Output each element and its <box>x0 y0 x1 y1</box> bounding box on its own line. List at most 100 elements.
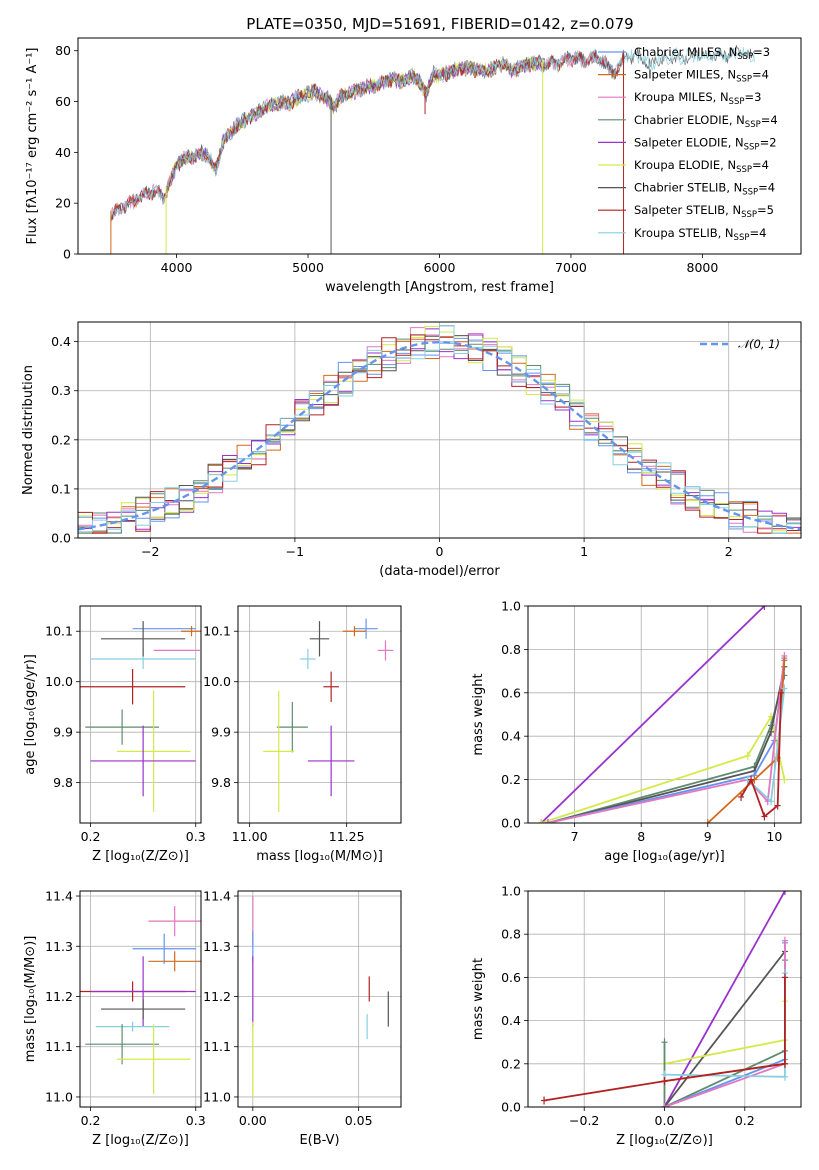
legend-text: Chabrier STELIB, N <box>634 181 742 195</box>
weight-line <box>547 675 786 823</box>
y-tick-label: 11.2 <box>45 989 73 1004</box>
x-tick-label: 10 <box>766 829 782 844</box>
y-axis-label: age [log₁₀(age/yr)] <box>23 654 38 775</box>
panel-weight-vs-age: 7 8 9 10 0.0 0.2 0.4 0.6 0.8 1.0 age [log₁₀(age/yr… <box>471 599 802 864</box>
spectrum-line <box>110 50 624 223</box>
x-tick-label: 0.3 <box>186 829 206 844</box>
plot-area <box>541 891 788 1107</box>
legend-value: =4 <box>752 158 769 172</box>
legend-text: Salpeter STELIB, N <box>634 203 741 217</box>
x-tick-label: 7 <box>571 829 579 844</box>
legend-value: =4 <box>752 68 769 82</box>
y-tick-label: 11.3 <box>203 939 231 954</box>
legend-text: Chabrier ELODIE, N <box>634 113 745 127</box>
x-tick-label: 4000 <box>161 260 193 275</box>
weight-line <box>540 606 766 823</box>
x-tick-label: 11.00 <box>232 829 268 844</box>
y-axis-label: Normed distribution <box>21 365 36 495</box>
axes-frame <box>79 605 202 824</box>
figure-title: PLATE=0350, MJD=51691, FIBERID=0142, z=0… <box>246 15 633 33</box>
weight-line <box>663 891 786 1107</box>
weight-line <box>664 973 786 1078</box>
legend-subscript: SSP <box>736 75 752 85</box>
legend-label: Salpeter ELODIE, NSSP=2 <box>634 135 777 152</box>
y-tick-label: 0.6 <box>501 970 521 985</box>
legend-text: Kroupa MILES, N <box>634 90 729 104</box>
x-axis-label: wavelength [Angstrom, rest frame] <box>325 280 554 295</box>
y-tick-label: 11.0 <box>203 1089 231 1104</box>
panel-weight-vs-Z: −0.2 0.0 0.2 0.0 0.2 0.4 0.6 0.8 1.0 Z [log₁₀(Z/Z… <box>471 884 802 1148</box>
x-tick-label: 6000 <box>424 260 456 275</box>
x-tick-label: 0.2 <box>81 829 101 844</box>
y-tick-label: 80 <box>55 43 71 58</box>
x-tick-label: 2 <box>725 544 733 559</box>
y-tick-label: 9.8 <box>211 775 231 790</box>
normal-curve <box>78 340 801 531</box>
weight-line <box>663 950 786 1107</box>
weight-line <box>541 714 786 823</box>
plot-area <box>252 896 389 1097</box>
x-tick-label: 0.2 <box>81 1113 101 1128</box>
x-tick-label: 0.00 <box>239 1113 267 1128</box>
y-tick-label: 10.1 <box>45 624 73 639</box>
axes-frame <box>237 890 402 1108</box>
legend-value: =3 <box>744 90 761 104</box>
y-tick-label: 11.1 <box>203 1039 231 1054</box>
y-tick-label: 0.4 <box>51 334 71 349</box>
y-tick-label: 11.4 <box>203 889 231 904</box>
legend-label: Kroupa STELIB, NSSP=4 <box>634 226 766 243</box>
y-tick-label: 0.2 <box>51 432 71 447</box>
x-tick-label: −0.2 <box>569 1113 599 1128</box>
y-tick-label: 1.0 <box>501 884 521 899</box>
y-tick-label: 11.3 <box>45 939 73 954</box>
x-axis-label: Z [log₁₀(Z/Z⊙)] <box>92 1133 189 1148</box>
legend-value: =4 <box>758 181 775 195</box>
plot-area <box>538 606 788 823</box>
legend-subscript: SSP <box>744 142 760 152</box>
legend-label: Kroupa MILES, NSSP=3 <box>634 90 761 107</box>
legend-text: Chabrier MILES, N <box>634 45 737 59</box>
x-axis-label: E(B-V) <box>299 1133 339 1148</box>
x-axis-label: Z [log₁₀(Z/Z⊙)] <box>92 849 189 864</box>
x-tick-label: 5000 <box>292 260 324 275</box>
weight-line <box>664 1001 786 1065</box>
y-tick-label: 1.0 <box>501 599 521 614</box>
y-tick-label: 0.1 <box>51 481 71 496</box>
legend-label: 𝒩(0, 1) <box>738 337 780 351</box>
y-tick-label: 0.0 <box>501 816 521 831</box>
weight-line <box>664 940 786 1107</box>
x-tick-label: 9 <box>704 829 712 844</box>
panel-age-vs-mass: 11.00 11.25 9.8 9.9 10.0 10.1 mass [log₁₀(M/M⊙… <box>203 605 402 864</box>
plot-area <box>80 906 201 1095</box>
x-tick-label: 0.05 <box>345 1113 373 1128</box>
x-tick-label: 7000 <box>555 260 587 275</box>
axes-frame <box>79 890 202 1108</box>
legend-subscript: SSP <box>736 165 752 175</box>
legend-value: =4 <box>761 113 778 127</box>
y-axis-label: mass [log₁₀(M/M⊙)] <box>23 936 38 1063</box>
legend-label: Salpeter MILES, NSSP=4 <box>634 68 769 85</box>
legend-text: Salpeter MILES, N <box>634 68 736 82</box>
legend-text: Kroupa STELIB, N <box>634 226 734 240</box>
legend-subscript: SSP <box>741 210 757 220</box>
plot-area <box>78 325 801 534</box>
spectrum-line <box>165 57 545 193</box>
y-tick-label: 0 <box>63 247 71 262</box>
y-tick-label: 60 <box>55 94 71 109</box>
y-tick-label: 10.0 <box>203 674 231 689</box>
y-tick-label: 0.2 <box>501 772 521 787</box>
x-tick-label: 8 <box>637 829 645 844</box>
y-tick-label: 0.2 <box>501 1056 521 1071</box>
y-axis-label: Flux [fλ10⁻¹⁷ erg cm⁻² s⁻¹ A⁻¹] <box>25 48 40 245</box>
plot-area <box>110 45 755 254</box>
spectrum-line <box>110 50 611 217</box>
x-tick-label: 0.3 <box>186 1113 206 1128</box>
legend-label: Chabrier STELIB, NSSP=4 <box>634 181 775 198</box>
x-tick-label: 0.2 <box>735 1113 755 1128</box>
legend-value: =2 <box>760 135 777 149</box>
y-tick-label: 10.1 <box>203 624 231 639</box>
y-tick-label: 9.8 <box>53 775 73 790</box>
x-tick-label: −2 <box>141 544 159 559</box>
y-axis-label: mass weight <box>471 958 486 1040</box>
